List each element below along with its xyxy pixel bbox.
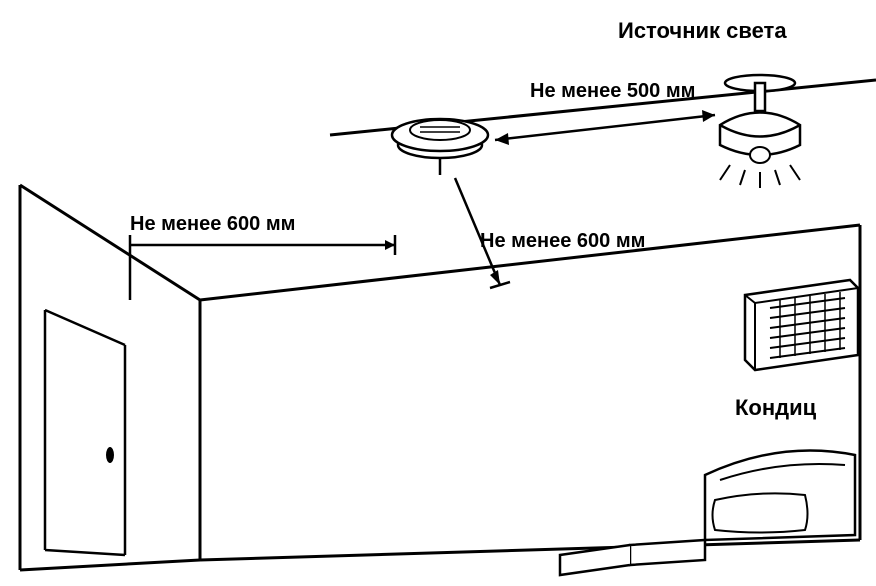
bed [560,451,855,576]
diagram-canvas: Источник света Не менее 500 мм Не менее … [0,0,876,586]
label-conditioner: Кондиц [735,395,816,421]
label-light-source: Источник света [618,18,787,44]
floor-left-edge [20,560,200,570]
label-wall-distance: Не менее 600 мм [130,213,295,236]
floor-back-edge [200,540,860,560]
smoke-detector [392,119,488,175]
door-handle [106,447,114,463]
ceiling-left-edge [20,185,200,300]
dimension-wall-distance [130,235,395,300]
label-light-distance: Не менее 500 мм [530,80,695,103]
ceiling-lamp [720,75,800,188]
label-corner-distance: Не менее 600 мм [480,230,645,253]
room-diagram [0,0,876,586]
door [45,310,125,555]
air-conditioner [745,280,858,370]
